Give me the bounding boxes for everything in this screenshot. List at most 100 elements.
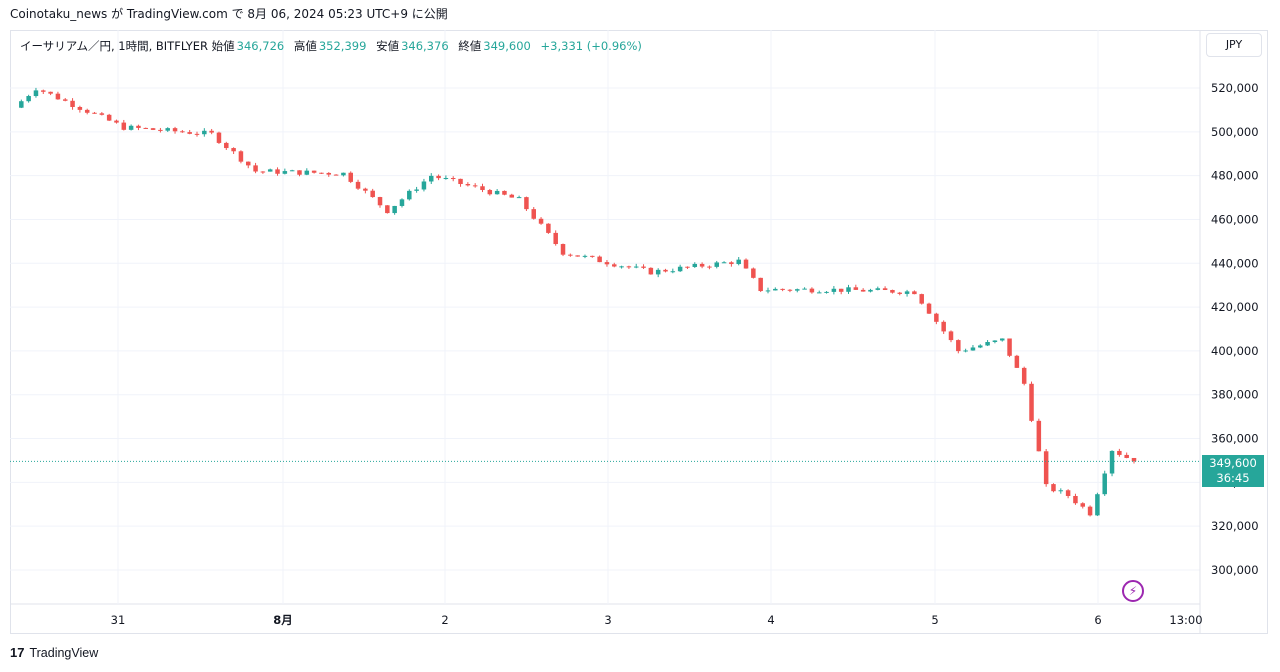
- candle-body: [802, 288, 807, 290]
- candle-body: [590, 255, 595, 257]
- x-tick-label: 8月: [273, 613, 293, 627]
- y-tick-label: 440,000: [1211, 256, 1259, 270]
- candle-body: [136, 125, 141, 128]
- y-tick-label: 320,000: [1211, 519, 1259, 533]
- tradingview-footer: 17 TradingView: [10, 645, 98, 660]
- candle-body: [311, 170, 317, 173]
- candle-body: [333, 174, 339, 176]
- candle-body: [202, 130, 207, 135]
- candle-body: [494, 190, 500, 195]
- candle-body: [648, 267, 654, 275]
- candle-body: [165, 128, 170, 131]
- candle-body: [663, 269, 668, 272]
- candle-body: [128, 125, 134, 130]
- candle-body: [1102, 473, 1107, 495]
- candle-body: [1021, 367, 1027, 384]
- candle-body: [77, 106, 83, 110]
- y-tick-label: 420,000: [1211, 300, 1259, 314]
- candle-body: [1131, 457, 1137, 462]
- close-label: 終値: [458, 39, 482, 53]
- candle-body: [875, 288, 881, 290]
- candle-body: [260, 171, 266, 173]
- candle-body: [216, 132, 222, 143]
- candle-body: [707, 266, 712, 268]
- candle-body: [1065, 490, 1071, 496]
- x-tick-label: 31: [111, 613, 126, 627]
- candle-body: [245, 161, 251, 166]
- candle-body: [1043, 451, 1049, 485]
- candle-body: [84, 109, 90, 113]
- candle-body: [33, 90, 39, 97]
- candle-body: [641, 266, 646, 268]
- candle-body: [531, 209, 536, 219]
- publisher-line: Coinotaku_news が TradingView.com で 8月 06…: [10, 7, 448, 21]
- candle-body: [677, 266, 683, 272]
- candle-body: [238, 151, 244, 162]
- candle-body: [114, 120, 119, 123]
- candle-body: [443, 178, 449, 180]
- candle-body: [1007, 338, 1012, 356]
- candle-body: [1036, 420, 1042, 452]
- candle-body: [612, 264, 617, 267]
- low-label: 安値: [376, 39, 400, 53]
- candle-body: [41, 90, 46, 92]
- candle-body: [297, 170, 302, 175]
- candle-body: [172, 128, 178, 132]
- candle-body: [1014, 355, 1020, 368]
- candle-body: [904, 291, 910, 294]
- candle-body: [1073, 495, 1078, 504]
- candle-body: [604, 262, 610, 265]
- candle-body: [787, 289, 793, 291]
- candle-body: [970, 347, 976, 351]
- candle-body: [70, 100, 75, 107]
- candle-body: [919, 294, 924, 304]
- price-chart[interactable]: 300,000320,000340,000360,000380,000400,0…: [10, 30, 1268, 634]
- candle-body: [560, 244, 566, 255]
- change-value: +3,331 (+0.96%): [540, 39, 642, 53]
- candle-body: [399, 199, 405, 206]
- candle-body: [282, 171, 288, 174]
- candle-body: [575, 255, 580, 257]
- candle-body: [860, 289, 866, 292]
- candle-body: [721, 262, 727, 264]
- bar-countdown: 36:45: [1216, 471, 1250, 485]
- y-tick-label: 380,000: [1211, 388, 1259, 402]
- candle-body: [450, 178, 456, 180]
- close-value: 349,600: [483, 39, 531, 53]
- candle-body: [253, 165, 258, 172]
- candle-body: [1087, 506, 1093, 516]
- candle-body: [99, 113, 105, 115]
- candle-body: [597, 256, 602, 263]
- candle-body: [150, 128, 156, 130]
- candle-body: [582, 255, 588, 257]
- candle-body: [209, 130, 214, 133]
- y-tick-label: 360,000: [1211, 432, 1259, 446]
- candle-body: [194, 133, 200, 135]
- candle-body: [553, 232, 558, 245]
- candle-body: [348, 172, 353, 182]
- y-tick-label: 460,000: [1211, 212, 1259, 226]
- candle-body: [92, 112, 97, 114]
- candle-body: [538, 218, 544, 224]
- candle-body: [487, 190, 493, 195]
- x-tick-label: 2: [441, 613, 448, 627]
- lightning-icon[interactable]: ⚡: [1122, 580, 1144, 602]
- candle-body: [458, 178, 463, 185]
- candle-body: [626, 266, 632, 268]
- candle-body: [392, 205, 397, 214]
- candle-body: [436, 175, 441, 179]
- y-tick-label: 400,000: [1211, 344, 1259, 358]
- candle-body: [926, 303, 932, 314]
- candle-body: [736, 259, 741, 265]
- candle-body: [267, 169, 273, 172]
- candle-body: [319, 172, 324, 174]
- y-tick-label: 300,000: [1211, 563, 1259, 577]
- candle-body: [941, 321, 946, 332]
- currency-button[interactable]: JPY: [1206, 33, 1262, 57]
- candle-body: [231, 148, 236, 152]
- candle-body: [524, 197, 529, 210]
- tradingview-brand: TradingView: [29, 646, 99, 660]
- candle-body: [729, 262, 734, 265]
- candle-body: [509, 194, 515, 198]
- candle-body: [765, 290, 771, 292]
